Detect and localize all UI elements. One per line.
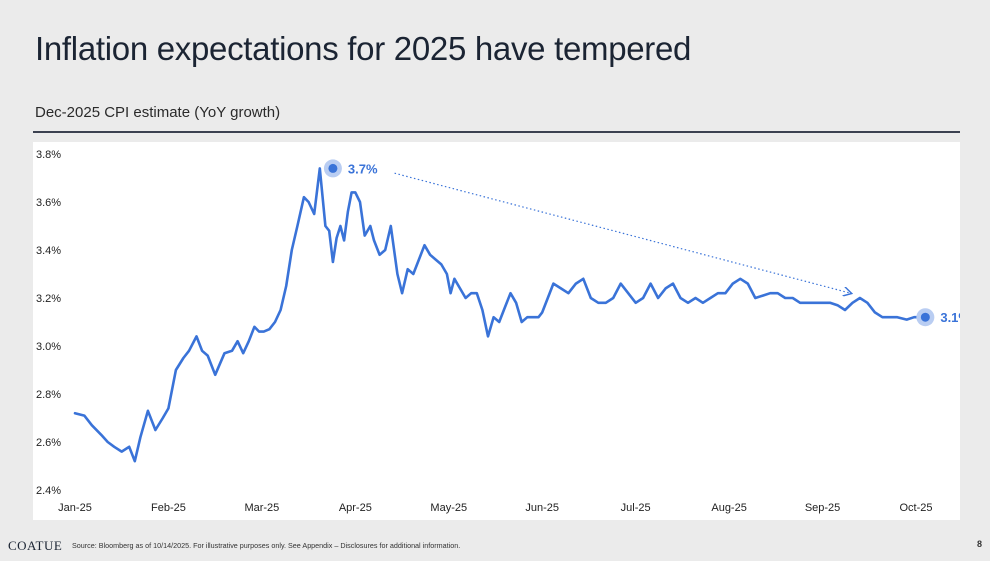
y-tick-label: 3.8% [36, 149, 61, 161]
x-tick-label: Mar-25 [244, 502, 279, 514]
y-tick-label: 2.6% [36, 437, 61, 449]
trend-arrow [394, 172, 851, 293]
x-tick-label: Aug-25 [711, 502, 746, 514]
chart-panel: 2.4% 2.6% 2.8% 3.0% 3.2% 3.4% 3.6% 3.8% Jan-25 F… [33, 142, 960, 520]
x-tick-label: Feb-25 [151, 502, 186, 514]
y-tick-label: 3.4% [36, 245, 61, 257]
callout-marker [328, 163, 338, 173]
y-tick-label: 3.6% [36, 197, 61, 209]
x-tick-label: Sep-25 [805, 502, 840, 514]
title-divider [33, 131, 960, 133]
x-tick-label: Apr-25 [339, 502, 372, 514]
page-title: Inflation expectations for 2025 have tem… [35, 30, 692, 67]
x-tick-label: Jun-25 [525, 502, 559, 514]
cpi-series-line [73, 167, 927, 463]
x-tick-label: May-25 [430, 502, 467, 514]
cpi-line-chart: 2.4% 2.6% 2.8% 3.0% 3.2% 3.4% 3.6% 3.8% Jan-25 F… [36, 149, 960, 514]
footer: COATUE Source: Bloomberg as of 10/14/202… [8, 538, 982, 554]
callout-label: 3.1% [940, 310, 960, 325]
source-note: Source: Bloomberg as of 10/14/2025. For … [72, 541, 461, 550]
y-tick-label: 3.2% [36, 293, 61, 305]
chart-subtitle: Dec-2025 CPI estimate (YoY growth) [35, 104, 281, 121]
callout-marker [920, 312, 930, 322]
callout-label: 3.7% [348, 161, 378, 176]
y-tick-label: 2.4% [36, 485, 61, 497]
x-tick-label: Oct-25 [899, 502, 932, 514]
coatue-logo: COATUE [8, 538, 63, 553]
x-tick-label: Jul-25 [621, 502, 651, 514]
y-tick-label: 3.0% [36, 341, 61, 353]
y-tick-label: 2.8% [36, 389, 61, 401]
page-number: 8 [976, 539, 982, 549]
x-tick-label: Jan-25 [58, 502, 92, 514]
